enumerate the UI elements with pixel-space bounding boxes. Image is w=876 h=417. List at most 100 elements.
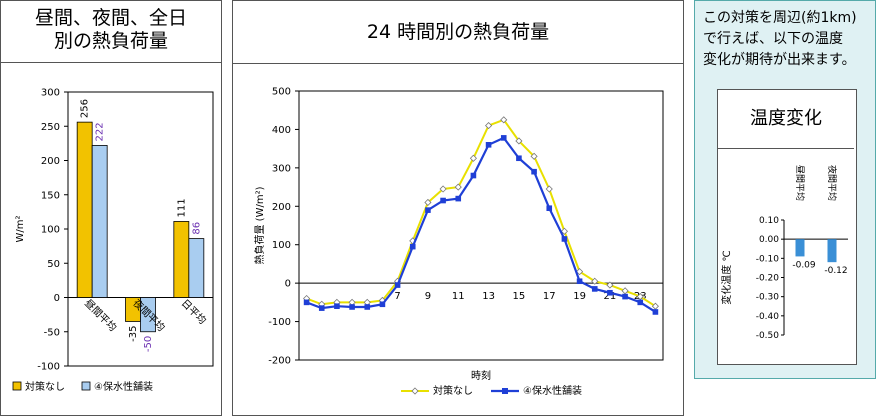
y-tick-label: -50 (44, 327, 60, 338)
data-point-water-retentive (652, 309, 659, 315)
y-axis-label: 熱負荷量 (W/m²) (253, 186, 266, 264)
y-tick-label: -0.50 (756, 331, 780, 341)
data-point-water-retentive (334, 303, 340, 309)
x-tick-label: 15 (513, 291, 526, 302)
y-tick-label: 100 (272, 240, 291, 251)
x-axis-label: 時刻 (471, 369, 491, 382)
data-point-water-retentive (500, 135, 507, 141)
temperature-change-panel: この対策を周辺(約1km) で行えば、以下の温度 変化が期待が出来ます。 温度変… (694, 0, 876, 379)
data-point-water-retentive (425, 207, 431, 213)
series-line-no-measure (306, 118, 656, 308)
bar-water-retentive (140, 297, 156, 333)
x-category-label: 日平均 (179, 297, 209, 327)
data-point-no-measure (469, 154, 477, 162)
y-tick-label: -200 (268, 356, 291, 367)
x-category-label: 夜間平均 (826, 165, 838, 201)
legend-swatch-water-retentive (81, 381, 91, 391)
data-point-no-measure (424, 198, 432, 207)
legend-label-water-retentive: ④保水性舗装 (94, 380, 153, 393)
y-axis-label: W/m² (15, 215, 26, 242)
x-tick-label: 13 (482, 291, 495, 302)
y-tick-label: 100 (41, 225, 60, 236)
y-tick-label: 400 (272, 125, 291, 136)
description-line1: この対策を周辺(約1km) (703, 10, 857, 26)
data-point-water-retentive (607, 289, 613, 296)
y-tick-label: -0.40 (756, 312, 780, 322)
y-tick-label: 300 (272, 163, 291, 174)
y-tick-label: -0.10 (756, 254, 780, 264)
data-point-water-retentive (485, 142, 492, 148)
bar-data-label: -35 (128, 325, 139, 341)
bar-data-label: -0.12 (824, 266, 847, 276)
data-point-water-retentive (394, 282, 401, 288)
x-category-label: 昼間平均 (794, 165, 806, 201)
temperature-bar (827, 239, 837, 263)
y-tick-label: 200 (272, 202, 291, 213)
data-point-water-retentive (349, 304, 355, 310)
series-line-water-retentive (306, 136, 657, 313)
data-point-no-measure (500, 116, 508, 124)
y-tick-label: 150 (41, 190, 60, 201)
data-point-no-measure (439, 185, 447, 193)
y-tick-label: 0 (285, 279, 291, 290)
panel1-title: 昼間、夜間、全日 別の熱負荷量 (1, 1, 221, 63)
bar-data-label: -0.09 (792, 260, 816, 270)
temperature-change-box: 温度変化 0.10 0.00 -0.10 -0.20 -0.30 -0.40 -0.50 変化… (717, 89, 857, 365)
data-point-water-retentive (637, 299, 644, 306)
y-tick-label: 50 (47, 259, 60, 270)
hourly-heat-load-panel: 24 時間別の熱負荷量 500 400 300 200 100 0 -100 -200 7 9 11… (232, 0, 684, 416)
x-tick-label: 9 (425, 291, 431, 302)
y-tick-label: -100 (37, 362, 60, 373)
y-tick-label: 0.10 (759, 216, 779, 226)
data-point-no-measure (515, 137, 523, 145)
bar-chart-temperature-change: 0.10 0.00 -0.10 -0.20 -0.30 -0.40 -0.50 変化温度 ℃ -… (720, 165, 848, 341)
bar-data-label: 111 (176, 198, 187, 217)
data-point-water-retentive (622, 293, 628, 300)
legend-swatch-no-measure (12, 381, 22, 391)
data-point-no-measure (530, 152, 538, 160)
data-point-water-retentive (576, 278, 583, 285)
panel1-title-line2: 別の熱負荷量 (53, 30, 168, 52)
x-tick-label: 7 (394, 291, 400, 302)
bar-no-measure (76, 121, 93, 298)
data-point-water-retentive (409, 243, 416, 250)
y-tick-label: -0.20 (756, 274, 780, 284)
plot-area (298, 90, 664, 361)
legend-label-no-measure: 対策なし (433, 384, 473, 397)
data-point-no-measure (621, 287, 629, 295)
y-tick-label: 200 (41, 156, 60, 167)
y-tick-label: 300 (41, 88, 60, 99)
data-point-no-measure (591, 277, 599, 285)
description-line2: で行えば、以下の温度 (703, 31, 843, 47)
data-point-water-retentive (440, 197, 446, 204)
daily-heat-load-panel: 昼間、夜間、全日 別の熱負荷量 300 250 200 150 100 50 0 -50 -10… (0, 0, 222, 416)
panel2-title: 24 時間別の熱負荷量 (233, 1, 683, 64)
data-point-no-measure (454, 183, 462, 191)
panel3-description: この対策を周辺(約1km) で行えば、以下の温度 変化が期待が出来ます。 (703, 8, 875, 71)
x-tick-label: 19 (573, 291, 586, 302)
bar-water-retentive (188, 238, 205, 298)
data-point-no-measure (485, 122, 493, 130)
x-tick-label: 11 (452, 291, 465, 302)
x-tick-label: 21 (604, 291, 617, 302)
data-point-no-measure (560, 227, 568, 235)
data-point-water-retentive (364, 304, 371, 310)
data-point-water-retentive (455, 195, 462, 202)
data-point-water-retentive (379, 301, 386, 308)
data-point-water-retentive (516, 155, 522, 162)
bar-data-label: 222 (95, 122, 106, 141)
y-tick-label: 0 (54, 293, 60, 304)
y-tick-label: -100 (268, 317, 291, 328)
data-point-water-retentive (591, 286, 598, 292)
bar-data-label: 86 (191, 222, 202, 235)
x-category-label: 昼間平均 (82, 297, 119, 334)
y-tick-label: -0.30 (756, 293, 780, 303)
line-chart-hourly-heat-load: 5004003002001000-100-2007911131517192123… (253, 87, 664, 397)
bar-data-label: 256 (80, 99, 91, 118)
temperature-bar (795, 239, 805, 257)
description-line3: 変化が期待が出来ます。 (703, 52, 856, 68)
data-point-no-measure (576, 268, 584, 276)
temperature-change-title: 温度変化 (718, 90, 854, 149)
data-point-no-measure (606, 281, 614, 289)
